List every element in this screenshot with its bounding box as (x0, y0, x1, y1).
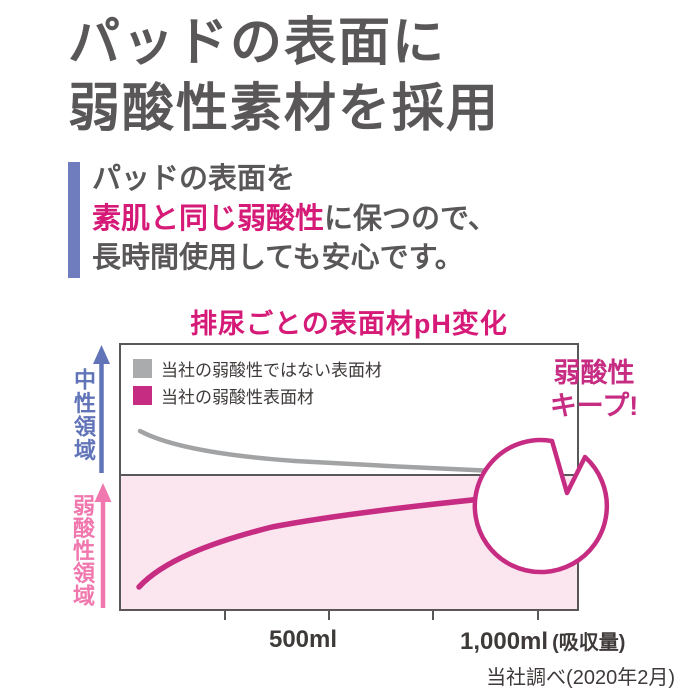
legend-label: 当社の弱酸性表面材 (161, 388, 314, 407)
x-axis-label-1000ml: 1,000ml (吸収量) (460, 626, 625, 656)
weak-acid-region-fill (121, 476, 577, 609)
source-note: 当社調べ(2020年2月) (486, 667, 675, 689)
y-region-label-weak-acid: 弱酸性領域 (70, 494, 95, 607)
legend-label: 当社の弱酸性ではない表面材 (161, 361, 382, 380)
legend-item-weak-acid: 当社の弱酸性表面材 (133, 383, 314, 408)
page-title: パッドの表面に 弱酸性素材を採用 (68, 10, 500, 142)
intro-line2-rest: に保つので、 (324, 202, 497, 235)
y-region-label-neutral: 中性領域 (71, 368, 96, 462)
x-axis-tick (432, 611, 434, 620)
x-axis-tick (328, 611, 330, 620)
page-title-line2: 弱酸性素材を採用 (68, 80, 501, 138)
callout-line2: キープ! (549, 391, 639, 421)
intro-line3: 長時間使用しても安心です。 (92, 242, 464, 274)
neutral-acid-boundary-line (119, 474, 579, 476)
legend-swatch-gray (133, 359, 152, 378)
intro-line2-highlight: 素肌と同じ弱酸性 (92, 202, 325, 235)
intro-line1: パッドの表面を (92, 163, 296, 195)
chart-title: 排尿ごとの表面材pH変化 (190, 309, 508, 339)
intro-accent-bar (68, 162, 80, 278)
x-axis-label-1000ml-value: 1,000ml (460, 628, 549, 655)
page-title-line1: パッドの表面に (68, 14, 447, 72)
intro-text: パッドの表面を 素肌と同じ弱酸性に保つので、 長時間使用しても安心です。 (92, 160, 497, 279)
neutral-zone-arrowhead-icon (93, 345, 110, 364)
callout-line1: 弱酸性 (553, 358, 635, 388)
legend-item-non-acid: 当社の弱酸性ではない表面材 (133, 356, 382, 381)
intro-line2: 素肌と同じ弱酸性に保つので、 (92, 200, 497, 240)
callout-text: 弱酸性 キープ! (534, 357, 654, 423)
x-axis-tick (537, 611, 539, 620)
x-axis-label-500ml: 500ml (268, 626, 338, 653)
x-axis-unit-label: (吸収量) (552, 632, 626, 654)
legend-swatch-pink (133, 386, 152, 405)
x-axis-tick (224, 611, 226, 620)
